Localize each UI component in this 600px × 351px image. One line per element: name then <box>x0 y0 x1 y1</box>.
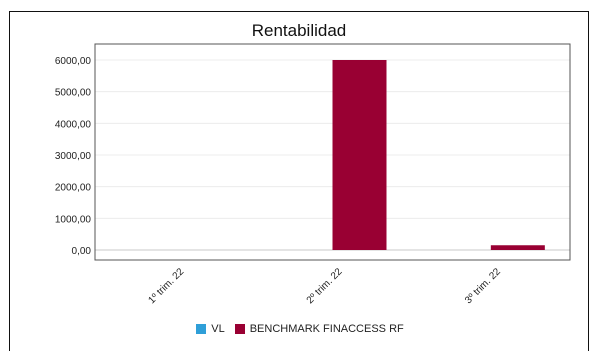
x-tick-label: 1º trim. 22 <box>146 266 186 306</box>
y-tick-label: 3000,00 <box>55 151 92 162</box>
legend-swatch-benchmark <box>234 324 245 334</box>
legend-item-vl[interactable]: VL <box>196 323 225 335</box>
legend-label-vl: VL <box>211 323 225 335</box>
legend-label-benchmark: BENCHMARK FINACCESS RF <box>249 323 404 335</box>
y-tick-label: 2000,00 <box>55 183 92 194</box>
y-tick-label: 0,00 <box>72 246 92 257</box>
y-tick-label: 6000,00 <box>55 56 92 67</box>
y-tick-label: 5000,00 <box>55 88 92 99</box>
bar <box>332 60 387 250</box>
y-tick-label: 4000,00 <box>55 119 92 130</box>
legend: VL BENCHMARK FINACCESS RF <box>0 320 600 338</box>
bar <box>490 245 545 250</box>
chart-frame <box>9 11 589 351</box>
y-tick-label: 1000,00 <box>55 214 92 225</box>
x-tick-label: 3º trim. 22 <box>463 266 503 306</box>
chart-title: Rentabilidad <box>251 21 347 40</box>
x-tick-label: 2º trim. 22 <box>305 266 345 306</box>
legend-swatch-vl <box>196 324 207 334</box>
chart-svg: 0,00 1000,00 2000,00 3000,00 4000,00 5000,00 6… <box>55 43 571 306</box>
plot-area <box>94 43 571 261</box>
legend-item-benchmark[interactable]: BENCHMARK FINACCESS RF <box>234 323 404 335</box>
